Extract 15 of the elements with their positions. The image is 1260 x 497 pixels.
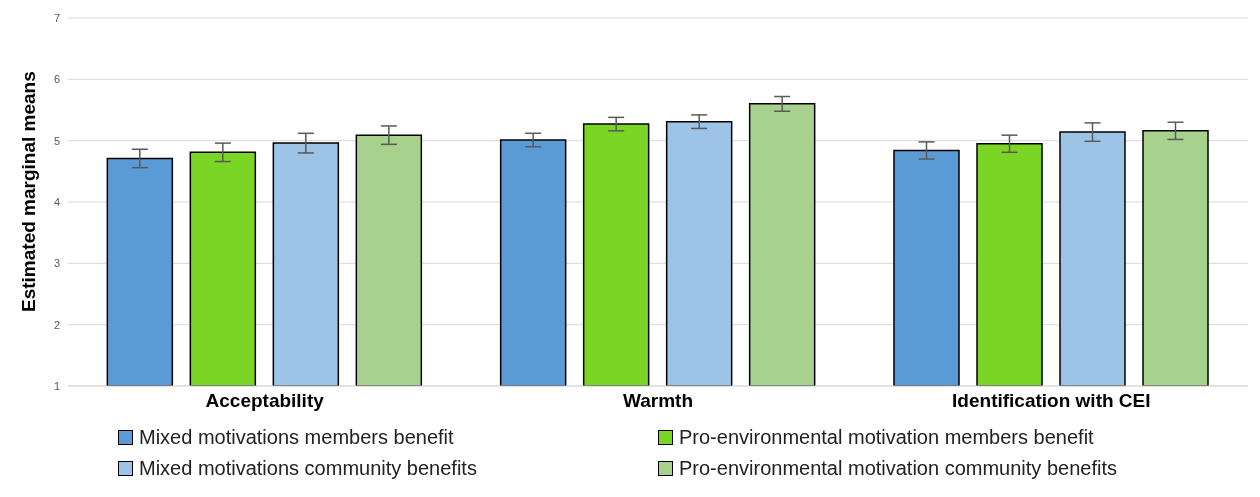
legend-label: Pro-environmental motivation community benefits [679, 457, 1117, 480]
y-tick-label: 5 [53, 134, 60, 147]
y-tick-label: 1 [53, 379, 60, 392]
legend-label: Pro-environmental motivation members benefit [679, 426, 1094, 449]
x-tick-label: Warmth [622, 390, 694, 412]
legend-label: Mixed motivations community benefits [139, 457, 477, 480]
y-tick-label: 2 [53, 318, 60, 331]
y-axis-title: Estimated marginal means [17, 71, 39, 312]
x-tick-label: Identification with CEI [952, 390, 1151, 412]
y-tick-label: 4 [53, 195, 60, 208]
x-tick-label: Acceptability [205, 390, 325, 412]
legend-label: Mixed motivations members benefit [139, 426, 454, 449]
y-tick-label: 3 [53, 257, 60, 270]
y-tick-label: 7 [53, 11, 60, 24]
y-tick-label: 6 [53, 73, 60, 86]
